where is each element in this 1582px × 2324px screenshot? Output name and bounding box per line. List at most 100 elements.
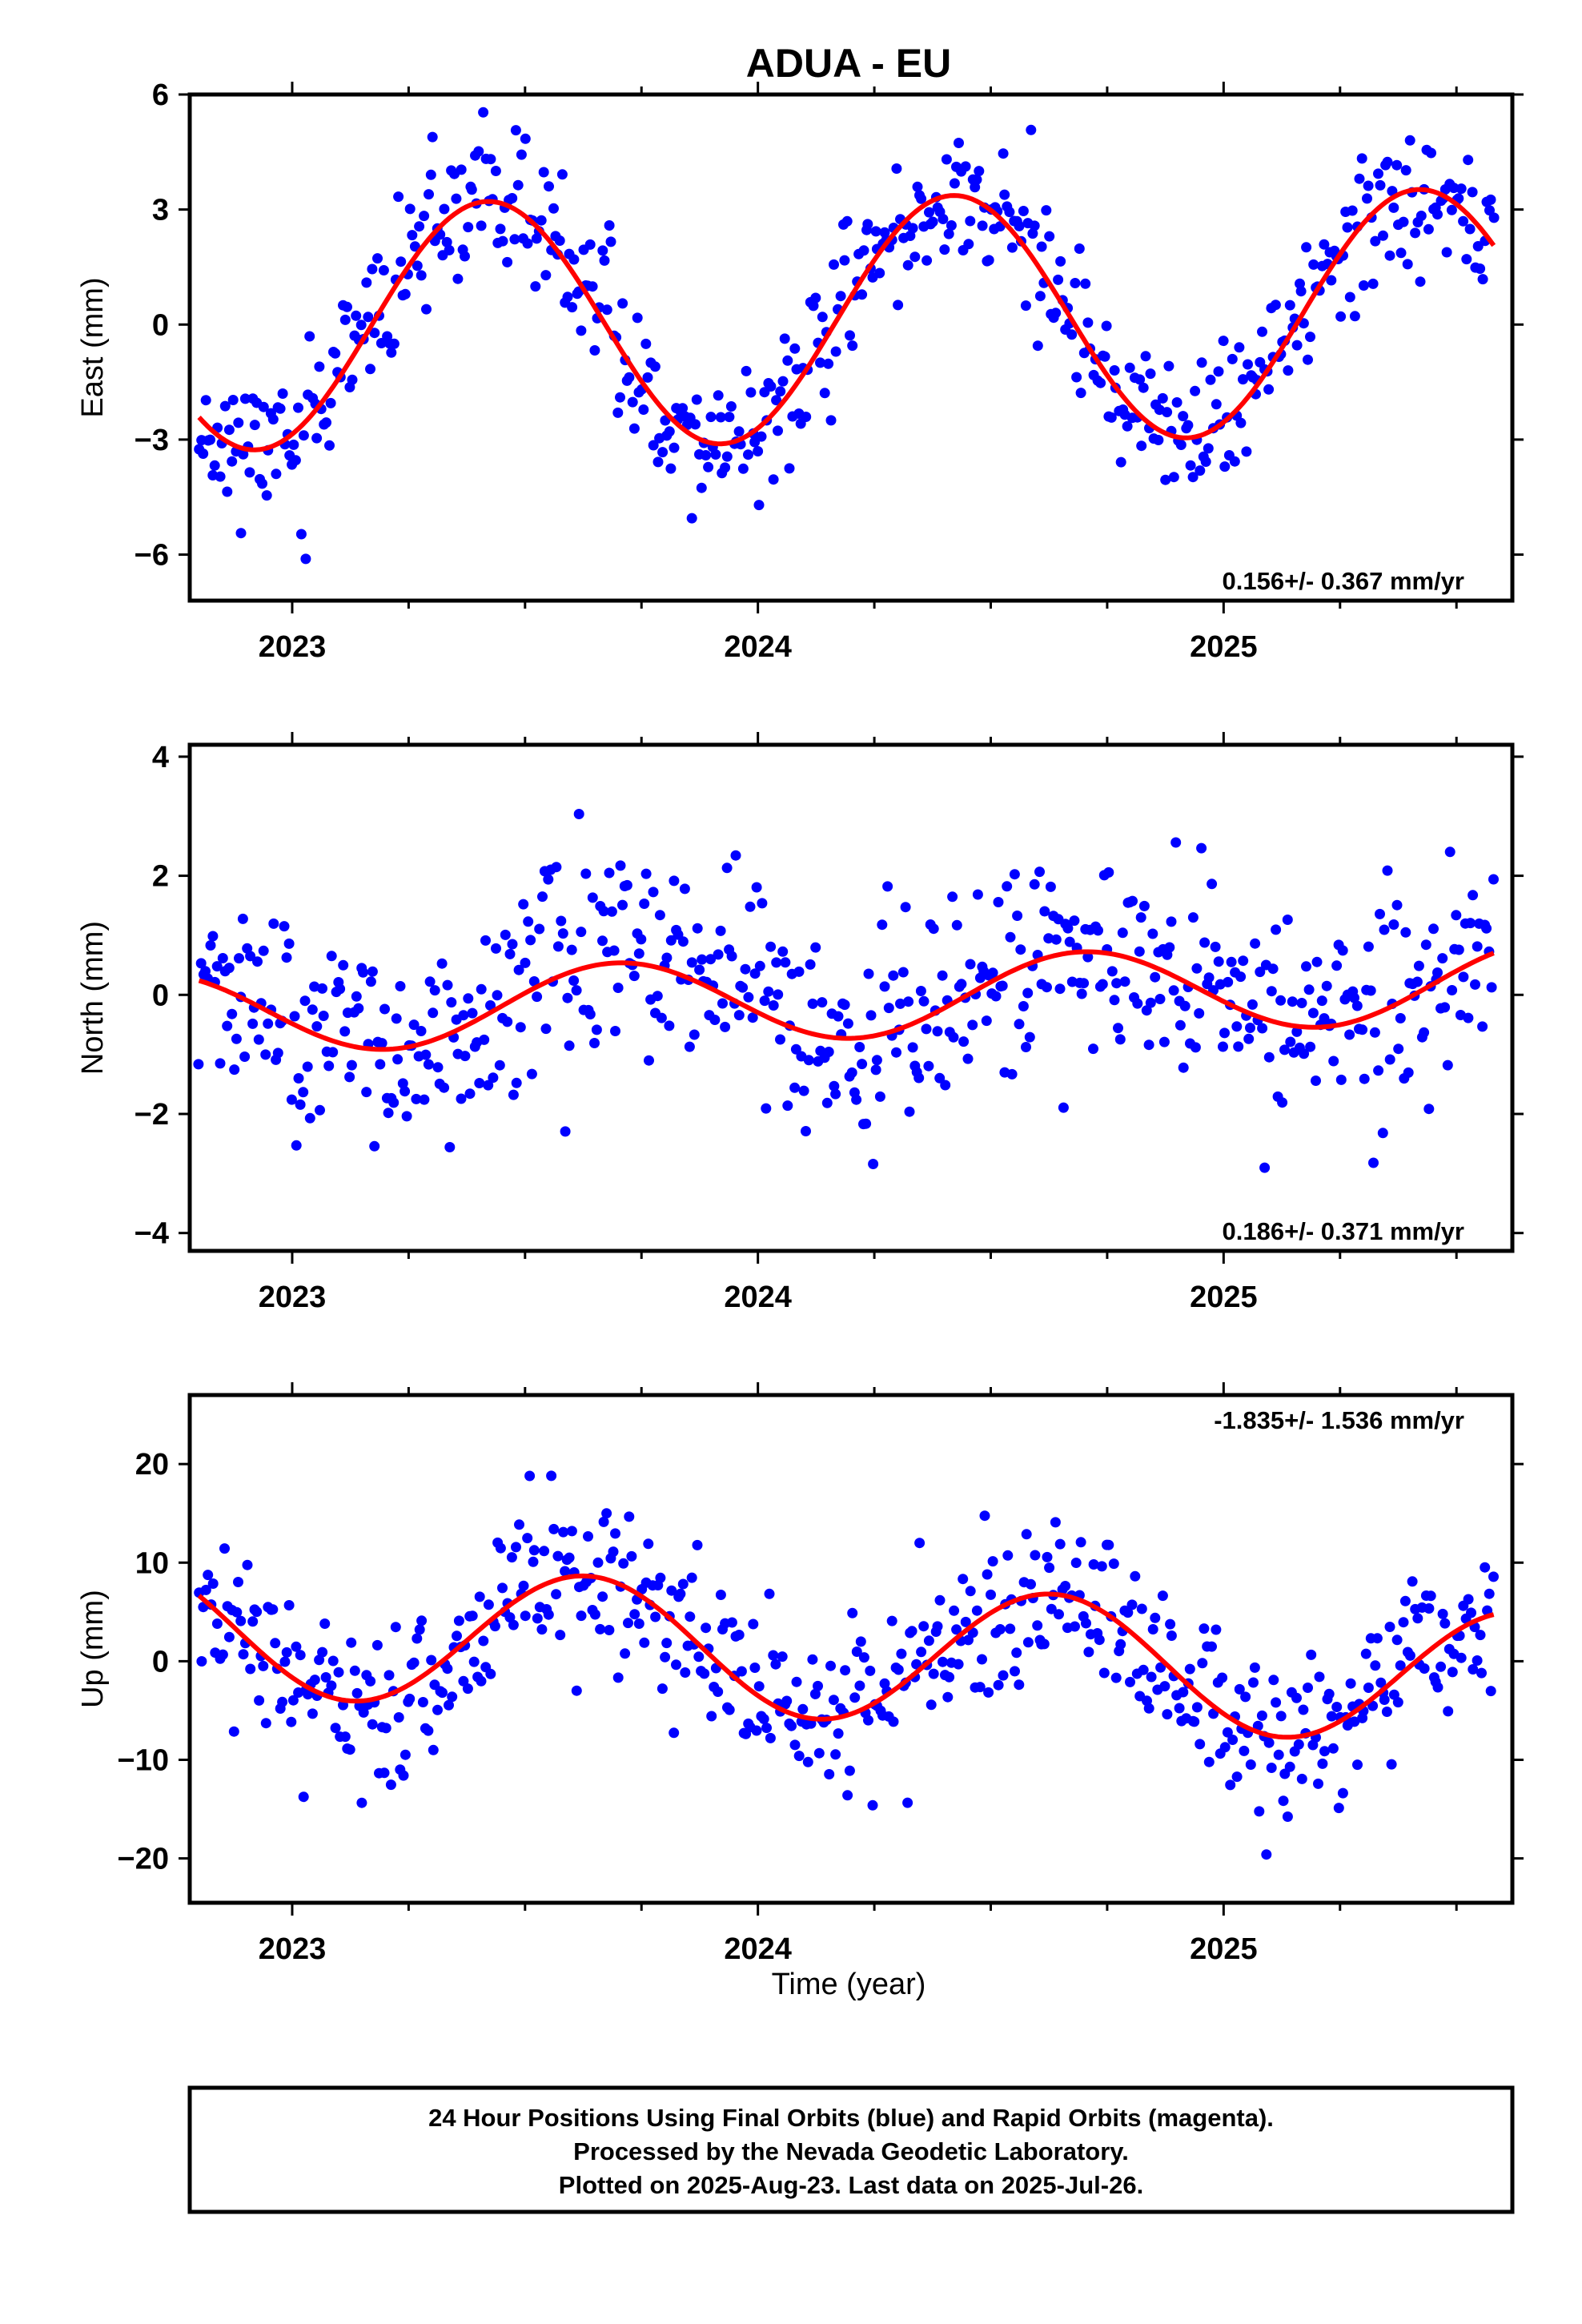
up-data-point	[1475, 1630, 1486, 1641]
north-data-point	[293, 1073, 304, 1084]
north-data-point	[677, 936, 689, 947]
east-data-point	[1136, 440, 1147, 452]
east-data-point	[1488, 212, 1500, 223]
north-data-point	[617, 899, 628, 911]
east-data-point	[1162, 407, 1173, 418]
north-data-point	[253, 1034, 264, 1045]
up-data-point	[623, 1618, 633, 1629]
up-data-point	[680, 1667, 691, 1678]
north-data-point	[1191, 963, 1203, 974]
up-data-point	[1044, 1562, 1055, 1574]
up-data-point	[478, 1635, 489, 1647]
east-data-point	[753, 446, 764, 456]
north-data-point	[940, 1080, 951, 1091]
north-data-point	[871, 1055, 882, 1066]
north-data-point	[1321, 980, 1332, 991]
east-data-point	[701, 450, 712, 460]
east-data-point	[1124, 362, 1135, 373]
north-data-point	[258, 945, 269, 956]
up-data-point	[1166, 1630, 1177, 1641]
north-data-point	[1196, 842, 1207, 854]
up-data-point	[247, 1616, 259, 1627]
east-data-point	[1347, 205, 1358, 216]
east-data-point	[1426, 147, 1436, 159]
north-data-point	[416, 1026, 427, 1036]
up-data-point	[902, 1797, 913, 1808]
north-panel: −4 −2 0 2 4 2023 2024 2025 North (mm) 0.186+/- …	[76, 732, 1524, 1314]
east-data-point	[1326, 275, 1337, 286]
east-data-point	[1456, 183, 1467, 195]
north-data-point	[315, 1104, 325, 1116]
up-data-point	[518, 1580, 529, 1591]
east-data-point	[691, 394, 702, 405]
east-data-point	[615, 392, 625, 403]
up-data-point	[886, 1615, 897, 1626]
north-data-point	[279, 921, 290, 932]
north-data-point	[1235, 971, 1247, 983]
north-data-point	[1296, 998, 1307, 1008]
up-data-point	[1291, 1692, 1302, 1703]
north-data-point	[789, 1082, 801, 1093]
east-fit-curve	[197, 187, 1496, 452]
up-data-point	[1370, 1660, 1381, 1671]
north-data-point	[861, 1118, 872, 1129]
east-data-point	[290, 455, 301, 466]
east-data-point	[819, 388, 830, 399]
east-data-point	[1263, 384, 1275, 395]
east-data-point	[669, 442, 680, 453]
north-data-point	[904, 1106, 915, 1117]
up-data-point	[863, 1715, 873, 1726]
up-data-point	[1386, 1759, 1397, 1770]
up-data-point	[1484, 1588, 1495, 1599]
up-data-point	[447, 1691, 458, 1703]
up-data-point	[260, 1718, 271, 1729]
north-data-point	[1022, 987, 1034, 999]
north-data-point	[628, 971, 640, 982]
north-data-point	[1382, 865, 1393, 876]
up-data-point	[1022, 1637, 1034, 1648]
north-data-point	[597, 935, 608, 947]
up-data-point	[522, 1533, 533, 1544]
up-data-point	[1014, 1679, 1025, 1691]
north-data-point	[1444, 846, 1456, 858]
north-data-point	[1005, 931, 1016, 943]
north-data-point	[560, 1126, 571, 1137]
north-data-point	[1238, 955, 1249, 967]
north-data-point	[1223, 976, 1234, 987]
up-data-point	[791, 1676, 802, 1687]
up-data-point	[1248, 1677, 1259, 1688]
north-data-point	[1377, 1128, 1388, 1139]
east-data-point	[295, 529, 307, 540]
up-data-point	[520, 1610, 531, 1622]
east-data-point	[1185, 460, 1196, 471]
up-data-point	[675, 1588, 686, 1599]
east-data-point	[497, 235, 508, 247]
north-data-point	[636, 934, 647, 945]
north-data-point	[1287, 996, 1298, 1007]
up-data-point	[1423, 1603, 1435, 1614]
north-data-point	[205, 940, 216, 951]
east-data-point	[1284, 300, 1295, 311]
north-data-point	[1210, 941, 1221, 952]
east-data-point	[1205, 374, 1216, 385]
up-data-point	[1146, 1671, 1157, 1683]
east-data-point	[857, 289, 868, 300]
up-data-point	[564, 1552, 575, 1563]
north-data-point	[1034, 866, 1045, 878]
east-data-point	[1335, 311, 1347, 322]
north-data-point	[1486, 982, 1497, 993]
up-data-point	[203, 1570, 214, 1581]
north-data-point	[1190, 1042, 1201, 1053]
north-data-point	[423, 1059, 434, 1070]
east-scatter-points	[194, 107, 1500, 565]
up-data-point	[349, 1665, 360, 1676]
up-data-point	[1075, 1537, 1086, 1548]
north-data-point	[525, 935, 536, 946]
north-data-point	[726, 951, 737, 962]
north-data-point	[817, 997, 828, 1008]
east-data-point	[314, 361, 325, 372]
north-data-point	[1428, 923, 1439, 935]
north-data-point	[1437, 953, 1448, 964]
east-data-point	[1373, 168, 1383, 179]
up-data-point	[1303, 1683, 1313, 1693]
